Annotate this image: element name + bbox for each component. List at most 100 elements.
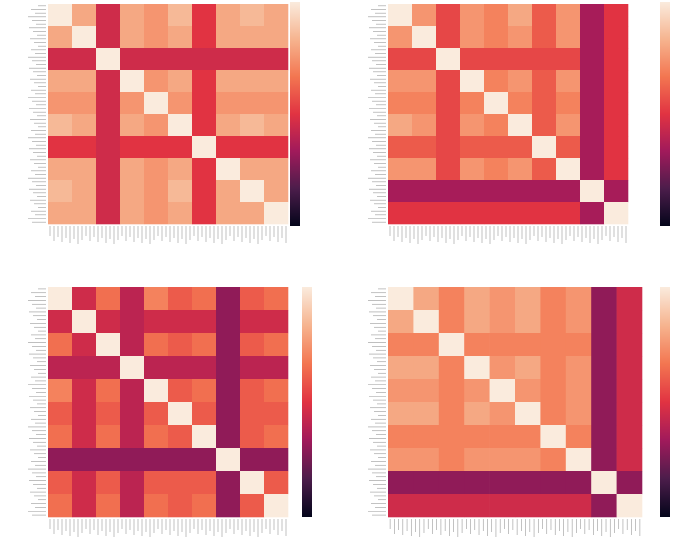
heatmap-cell bbox=[484, 202, 509, 225]
heatmap-cell bbox=[192, 136, 217, 159]
heatmap-cell bbox=[48, 70, 73, 93]
heatmap-cell bbox=[264, 26, 289, 49]
heatmap-cell bbox=[168, 202, 193, 225]
heatmap-cell bbox=[96, 333, 121, 357]
heatmap-cell bbox=[144, 48, 169, 71]
heatmap-cell bbox=[556, 136, 581, 159]
heatmap-cell bbox=[72, 287, 97, 311]
heatmap-cell bbox=[412, 48, 437, 71]
heatmap-cell bbox=[168, 471, 193, 495]
heatmap-cell bbox=[438, 471, 465, 495]
heatmap-cell bbox=[388, 287, 414, 311]
heatmap-cell bbox=[515, 379, 541, 403]
heatmap-cell bbox=[120, 158, 145, 181]
heatmap-cell bbox=[464, 494, 490, 518]
heatmap-cell bbox=[120, 402, 145, 426]
heatmap-cell bbox=[264, 202, 289, 225]
heatmap-cell bbox=[580, 48, 605, 71]
heatmap-cell bbox=[565, 425, 592, 449]
heatmap-cell bbox=[72, 202, 97, 225]
heatmap-cell bbox=[216, 494, 241, 518]
heatmap-cell bbox=[216, 333, 241, 357]
heatmap-cell bbox=[460, 180, 485, 203]
heatmap-cell bbox=[192, 356, 217, 380]
heatmap-cell bbox=[484, 180, 509, 203]
heatmap-cell bbox=[72, 494, 97, 518]
heatmap-cell bbox=[556, 180, 581, 203]
heatmap-cell bbox=[388, 356, 414, 380]
heatmap-cell bbox=[604, 158, 629, 181]
heatmap-cell bbox=[144, 136, 169, 159]
heatmap-cell bbox=[616, 494, 643, 518]
heatmap-cell bbox=[72, 310, 97, 334]
heatmap-cell bbox=[489, 287, 516, 311]
heatmap-cell bbox=[464, 425, 490, 449]
heatmap-cell bbox=[438, 402, 465, 426]
heatmap-cell bbox=[216, 379, 241, 403]
heatmap-cell bbox=[264, 92, 289, 115]
heatmap-cell bbox=[192, 402, 217, 426]
heatmap-cell bbox=[120, 471, 145, 495]
heatmap-cell bbox=[192, 26, 217, 49]
heatmap-cell bbox=[240, 494, 265, 518]
heatmap-cell bbox=[168, 92, 193, 115]
heatmap-cell bbox=[580, 114, 605, 137]
heatmap-cell bbox=[413, 402, 440, 426]
heatmap-cell bbox=[72, 48, 97, 71]
heatmap-cell bbox=[540, 448, 567, 472]
heatmap-cell bbox=[591, 471, 617, 495]
heatmap-cell bbox=[489, 379, 516, 403]
heatmap-cell bbox=[240, 202, 265, 225]
heatmap-cell bbox=[412, 26, 437, 49]
heatmap-cell bbox=[532, 136, 557, 159]
heatmap-cell bbox=[540, 356, 567, 380]
heatmap-cell bbox=[264, 494, 289, 518]
heatmap-cell bbox=[438, 356, 465, 380]
heatmap-cell bbox=[144, 114, 169, 137]
heatmap-cell bbox=[216, 287, 241, 311]
heatmap-cell bbox=[412, 136, 437, 159]
heatmap-cell bbox=[240, 180, 265, 203]
heatmap-cell bbox=[264, 471, 289, 495]
heatmap-cell bbox=[412, 114, 437, 137]
heatmap-cell bbox=[144, 26, 169, 49]
heatmap-cell bbox=[464, 402, 490, 426]
heatmap-cell bbox=[460, 48, 485, 71]
heatmap-cell bbox=[192, 448, 217, 472]
label-clutter bbox=[368, 288, 641, 537]
heatmap-cell bbox=[489, 425, 516, 449]
heatmap-cell bbox=[388, 448, 414, 472]
heatmap-cell bbox=[540, 471, 567, 495]
colorbar bbox=[660, 287, 670, 517]
heatmap-cell bbox=[438, 333, 465, 357]
heatmap-cell bbox=[515, 333, 541, 357]
heatmap-cell bbox=[48, 48, 73, 71]
heatmap-cell bbox=[216, 4, 241, 27]
heatmap-panel bbox=[368, 287, 670, 537]
heatmap-cell bbox=[412, 180, 437, 203]
heatmap-cell bbox=[388, 333, 414, 357]
heatmap-cell bbox=[48, 4, 73, 27]
heatmap-cell bbox=[412, 92, 437, 115]
heatmap-cell bbox=[460, 158, 485, 181]
heatmap-cell bbox=[460, 4, 485, 27]
heatmap-cell bbox=[120, 425, 145, 449]
heatmap-cell bbox=[168, 70, 193, 93]
heatmap-cell bbox=[144, 425, 169, 449]
heatmap-cell bbox=[48, 356, 73, 380]
heatmap-cell bbox=[168, 48, 193, 71]
heatmap-cell bbox=[616, 379, 643, 403]
heatmap-cell bbox=[580, 26, 605, 49]
heatmap-cell bbox=[616, 471, 643, 495]
heatmap-cell bbox=[216, 48, 241, 71]
heatmap-cell bbox=[168, 494, 193, 518]
heatmap-cell bbox=[388, 158, 413, 181]
heatmap-cell bbox=[264, 4, 289, 27]
heatmap-cell bbox=[72, 471, 97, 495]
heatmap-cell bbox=[604, 92, 629, 115]
heatmap-cell bbox=[540, 287, 567, 311]
heatmap-cell bbox=[120, 333, 145, 357]
label-clutter bbox=[28, 5, 287, 244]
heatmap-cell bbox=[508, 158, 533, 181]
heatmap-cell bbox=[192, 425, 217, 449]
